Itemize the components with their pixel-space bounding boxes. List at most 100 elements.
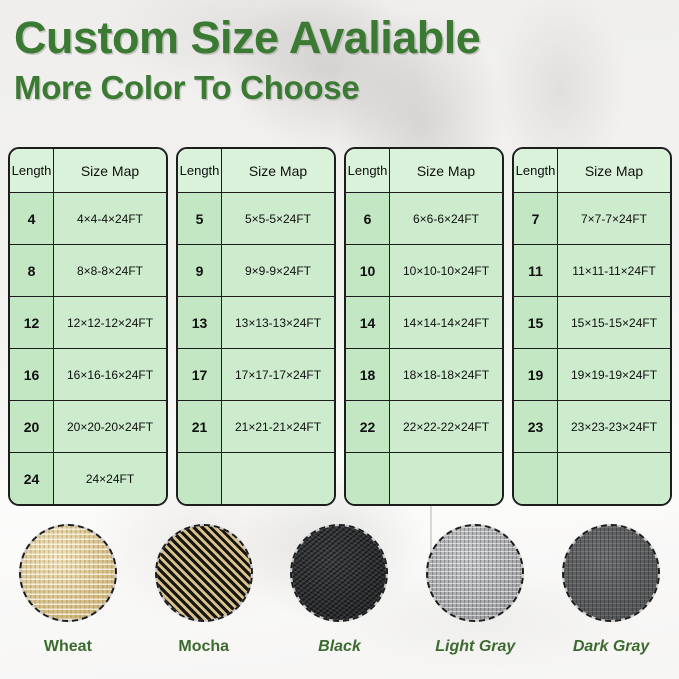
cell-length: 20 <box>10 401 54 452</box>
cell-size-map: 23×23-23×24FT <box>558 401 670 452</box>
cell-size-map: 16×16-16×24FT <box>54 349 166 400</box>
fabric-swatch-circle[interactable] <box>426 524 525 622</box>
cell-size-map: 24×24FT <box>54 453 166 504</box>
cell-length: 9 <box>178 245 222 296</box>
table-row: 11 11×11-11×24FT <box>514 245 670 297</box>
fabric-weave-texture <box>20 526 115 620</box>
cell-length: 15 <box>514 297 558 348</box>
color-swatch-label: Light Gray <box>435 638 516 655</box>
cell-length: 6 <box>346 193 390 244</box>
cell-length: 17 <box>178 349 222 400</box>
table-header-row: Length Size Map <box>178 149 334 193</box>
column-header-size-map: Size Map <box>558 149 670 192</box>
column-header-size-map: Size Map <box>390 149 502 192</box>
table-row: 15 15×15-15×24FT <box>514 297 670 349</box>
cell-size-map <box>390 453 502 504</box>
table-row: 21 21×21-21×24FT <box>178 401 334 453</box>
cell-size-map: 5×5-5×24FT <box>222 193 334 244</box>
cell-size-map: 19×19-19×24FT <box>558 349 670 400</box>
table-header-row: Length Size Map <box>514 149 670 193</box>
table-row: 19 19×19-19×24FT <box>514 349 670 401</box>
color-swatch-item[interactable]: Mocha <box>136 524 272 679</box>
cell-size-map: 7×7-7×24FT <box>558 193 670 244</box>
cell-size-map: 9×9-9×24FT <box>222 245 334 296</box>
cell-length <box>346 453 390 504</box>
column-header-length: Length <box>346 149 390 192</box>
cell-length: 19 <box>514 349 558 400</box>
cell-length: 13 <box>178 297 222 348</box>
table-row: 6 6×6-6×24FT <box>346 193 502 245</box>
cell-length: 11 <box>514 245 558 296</box>
table-row: 18 18×18-18×24FT <box>346 349 502 401</box>
cell-length: 16 <box>10 349 54 400</box>
column-header-length: Length <box>514 149 558 192</box>
color-swatch-item[interactable]: Wheat <box>0 524 136 679</box>
column-header-length: Length <box>178 149 222 192</box>
cell-length: 8 <box>10 245 54 296</box>
cell-size-map: 14×14-14×24FT <box>390 297 502 348</box>
color-swatch-label: Wheat <box>43 638 92 655</box>
cell-size-map: 17×17-17×24FT <box>222 349 334 400</box>
table-header-row: Length Size Map <box>346 149 502 193</box>
cell-length: 18 <box>346 349 390 400</box>
cell-length: 21 <box>178 401 222 452</box>
cell-size-map <box>222 453 334 504</box>
fabric-weave-texture <box>428 526 523 620</box>
cell-size-map: 13×13-13×24FT <box>222 297 334 348</box>
cell-length: 12 <box>10 297 54 348</box>
table-row: 5 5×5-5×24FT <box>178 193 334 245</box>
cell-length: 24 <box>10 453 54 504</box>
table-row: 22 22×22-22×24FT <box>346 401 502 453</box>
cell-length: 23 <box>514 401 558 452</box>
cell-size-map: 10×10-10×24FT <box>390 245 502 296</box>
cell-size-map: 18×18-18×24FT <box>390 349 502 400</box>
cell-size-map <box>558 453 670 504</box>
table-row: 17 17×17-17×24FT <box>178 349 334 401</box>
fabric-swatch-circle[interactable] <box>154 524 253 622</box>
cell-size-map: 21×21-21×24FT <box>222 401 334 452</box>
table-row: 20 20×20-20×24FT <box>10 401 166 453</box>
cell-length: 10 <box>346 245 390 296</box>
fabric-weave-texture <box>156 526 251 620</box>
heading-block: Custom Size Avaliable More Color To Choo… <box>0 0 679 107</box>
table-header-row: Length Size Map <box>10 149 166 193</box>
size-table: Length Size Map 5 5×5-5×24FT 9 9×9-9×24FT 13 13… <box>176 147 336 506</box>
fabric-swatch-circle[interactable] <box>18 524 117 622</box>
cell-size-map: 8×8-8×24FT <box>54 245 166 296</box>
cell-length: 5 <box>178 193 222 244</box>
cell-size-map: 11×11-11×24FT <box>558 245 670 296</box>
fabric-swatch-circle[interactable] <box>290 524 389 622</box>
color-swatch-item[interactable]: Light Gray <box>407 524 543 679</box>
table-row: 23 23×23-23×24FT <box>514 401 670 453</box>
cell-length: 4 <box>10 193 54 244</box>
table-row: 16 16×16-16×24FT <box>10 349 166 401</box>
cell-size-map: 20×20-20×24FT <box>54 401 166 452</box>
color-swatches-group: Wheat Mocha Black Light Gray Dark Gray <box>0 524 679 679</box>
size-tables-group: Length Size Map 4 4×4-4×24FT 8 8×8-8×24FT 12 12… <box>8 147 672 506</box>
table-row: 13 13×13-13×24FT <box>178 297 334 349</box>
fabric-weave-texture <box>564 526 659 620</box>
color-swatch-item[interactable]: Dark Gray <box>543 524 679 679</box>
table-row: 12 12×12-12×24FT <box>10 297 166 349</box>
page-subtitle: More Color To Choose <box>14 68 360 106</box>
cell-size-map: 6×6-6×24FT <box>390 193 502 244</box>
cell-length <box>178 453 222 504</box>
table-row: 4 4×4-4×24FT <box>10 193 166 245</box>
cell-length: 14 <box>346 297 390 348</box>
cell-length: 22 <box>346 401 390 452</box>
size-table: Length Size Map 7 7×7-7×24FT 11 11×11-11×24FT… <box>512 147 672 506</box>
column-header-size-map: Size Map <box>222 149 334 192</box>
table-row: 10 10×10-10×24FT <box>346 245 502 297</box>
fabric-swatch-circle[interactable] <box>562 524 661 622</box>
size-table: Length Size Map 4 4×4-4×24FT 8 8×8-8×24FT 12 12… <box>8 147 168 506</box>
cell-size-map: 4×4-4×24FT <box>54 193 166 244</box>
size-table: Length Size Map 6 6×6-6×24FT 10 10×10-10×24FT… <box>344 147 504 506</box>
table-row: 7 7×7-7×24FT <box>514 193 670 245</box>
page-title: Custom Size Avaliable <box>14 12 481 63</box>
table-row-empty <box>514 453 670 504</box>
color-swatch-item[interactable]: Black <box>272 524 408 679</box>
column-header-size-map: Size Map <box>54 149 166 192</box>
table-row: 24 24×24FT <box>10 453 166 504</box>
table-row: 9 9×9-9×24FT <box>178 245 334 297</box>
